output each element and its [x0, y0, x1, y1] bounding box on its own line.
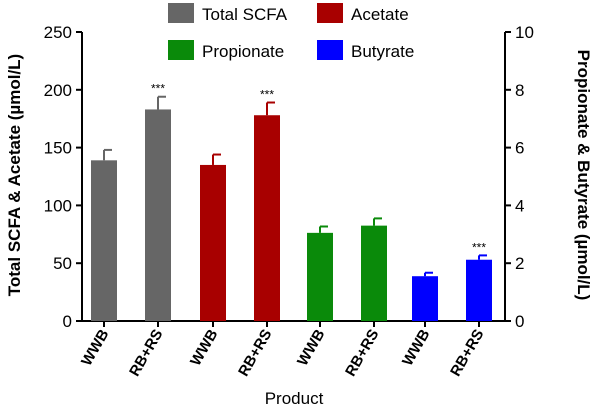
chart-axes: 0 50 100 150 200 250 0 2 4 6 8 10 WWB RB+RS WWB RB+RS WW…: [44, 23, 534, 379]
bar: [307, 232, 333, 321]
bar: [200, 164, 226, 321]
bar: [412, 276, 438, 321]
legend-swatch: [168, 40, 194, 60]
right-tick-label: 10: [515, 23, 534, 42]
chart-bars: *** *** ***: [91, 82, 492, 322]
bar: [91, 160, 117, 321]
legend-swatch: [168, 3, 194, 23]
bar: [254, 115, 280, 322]
right-tick-label: 4: [515, 196, 524, 215]
left-tick-label: 50: [53, 254, 72, 273]
bar: [361, 225, 387, 321]
bar: [466, 259, 492, 321]
left-tick-label: 250: [44, 23, 72, 42]
legend-swatch: [317, 3, 343, 23]
right-tick-label: 2: [515, 254, 524, 273]
left-tick-label: 150: [44, 139, 72, 158]
x-tick-label: WWB: [294, 326, 328, 369]
x-tick-label: RB+RS: [342, 327, 382, 380]
left-tick-label: 200: [44, 81, 72, 100]
left-tick-label: 0: [63, 312, 72, 331]
right-tick-label: 0: [515, 312, 524, 331]
bar: [145, 109, 171, 322]
legend-label: Butyrate: [351, 42, 414, 61]
right-axis-title: Propionate & Butyrate (µmol/L): [574, 50, 593, 301]
legend-swatch: [317, 40, 343, 60]
right-tick-label: 8: [515, 81, 524, 100]
x-tick-label: WWB: [187, 326, 221, 369]
significance-marker: ***: [260, 88, 274, 102]
chart-legend: Total SCFA Acetate Propionate Butyrate: [168, 3, 414, 61]
x-tick-label: WWB: [78, 326, 112, 369]
legend-label: Total SCFA: [202, 5, 288, 24]
legend-label: Propionate: [202, 42, 284, 61]
x-tick-label: WWB: [399, 326, 433, 369]
x-tick-label: RB+RS: [447, 327, 487, 380]
legend-label: Acetate: [351, 5, 409, 24]
significance-marker: ***: [472, 240, 486, 254]
left-tick-label: 100: [44, 196, 72, 215]
left-axis-title: Total SCFA & Acetate (µmol/L): [5, 54, 24, 296]
x-axis-title: Product: [265, 389, 324, 407]
x-tick-label: RB+RS: [126, 327, 166, 380]
significance-marker: ***: [151, 82, 165, 96]
x-tick-label: RB+RS: [235, 327, 275, 380]
right-tick-label: 6: [515, 139, 524, 158]
